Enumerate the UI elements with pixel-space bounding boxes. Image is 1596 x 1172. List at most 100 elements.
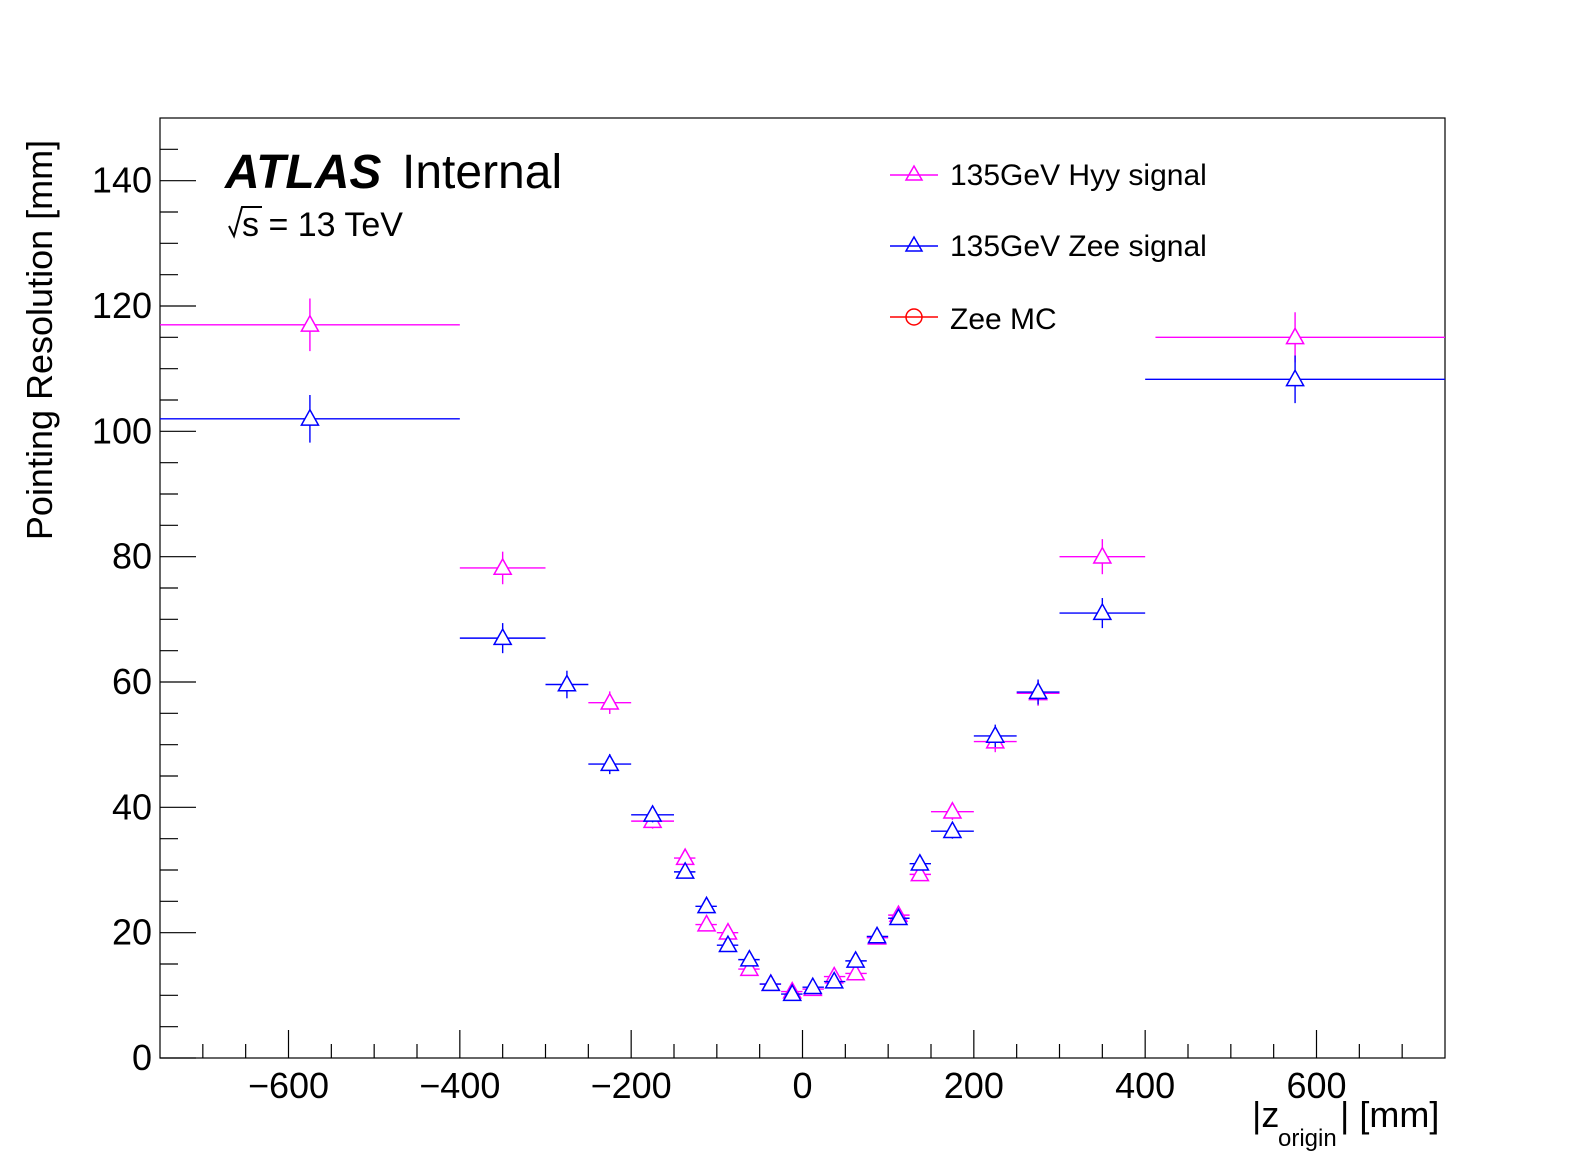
triangle-marker — [867, 925, 887, 944]
data-point — [716, 934, 739, 953]
data-point — [1059, 598, 1146, 629]
data-point — [1059, 539, 1146, 575]
y-tick-label: 140 — [92, 160, 152, 201]
x-tick-label: 200 — [944, 1065, 1004, 1106]
triangle-marker — [1092, 546, 1113, 564]
triangle-marker — [824, 971, 845, 989]
data-point — [631, 804, 674, 823]
x-tick-label: 600 — [1286, 1065, 1346, 1106]
y-tick-labels: 0 20 40 60 80 100 120 140 — [92, 160, 152, 1078]
triangle-marker — [942, 801, 963, 819]
data-point — [588, 753, 632, 775]
triangle-marker — [599, 753, 620, 772]
energy-label: s = 13 TeV — [242, 206, 403, 244]
data-point — [845, 950, 867, 968]
x-axis-title-subscript: origin — [1278, 1125, 1337, 1152]
legend-circle-icon — [905, 308, 923, 326]
legend-label-zee-mc: Zee MC — [950, 303, 1057, 336]
data-point — [1155, 312, 1445, 363]
legend: 135GeV Hyy signal 135GeV Zee signal Zee … — [890, 159, 1207, 336]
triangle-marker — [300, 408, 320, 426]
y-tick-label: 20 — [112, 912, 152, 953]
x-tick-labels: −600 −400 −200 0 200 400 600 — [248, 1065, 1347, 1106]
data-point — [973, 724, 1017, 748]
triangle-marker — [739, 949, 760, 967]
data-point — [160, 394, 460, 443]
triangle-marker — [1285, 368, 1305, 387]
triangle-marker — [942, 820, 963, 839]
y-tick-label: 40 — [112, 786, 152, 827]
data-point — [931, 801, 974, 820]
axis-ticks — [160, 148, 1403, 1059]
y-tick-label: 0 — [132, 1037, 152, 1078]
series-1 — [160, 355, 1445, 1002]
data-point — [674, 861, 696, 879]
legend-triangle-icon — [904, 164, 924, 181]
data-point — [459, 623, 546, 654]
data-point — [909, 853, 931, 871]
legend-triangle-icon — [904, 235, 924, 252]
legend-entry-zee-mc: Zee MC — [890, 303, 1057, 336]
triangle-marker — [642, 804, 663, 822]
y-tick-label: 100 — [92, 410, 152, 451]
data-point — [160, 298, 460, 352]
data-point — [802, 976, 824, 995]
legend-label-hyy: 135GeV Hyy signal — [950, 159, 1207, 192]
triangle-marker — [888, 907, 909, 926]
x-tick-label: −600 — [248, 1065, 329, 1106]
triangle-marker — [599, 692, 620, 710]
legend-label-zee-signal: 135GeV Zee signal — [950, 230, 1207, 263]
data-point — [695, 913, 717, 932]
data-point — [845, 962, 867, 981]
data-point — [781, 983, 803, 1002]
triangle-marker — [492, 557, 513, 575]
data-point — [459, 551, 546, 585]
x-tick-label: 400 — [1115, 1065, 1175, 1106]
data-point — [823, 971, 846, 989]
x-tick-label: −200 — [591, 1065, 672, 1106]
legend-entry-hyy: 135GeV Hyy signal — [890, 159, 1207, 192]
triangle-marker — [782, 983, 803, 1002]
atlas-status-label: Internal — [402, 146, 562, 199]
data-point — [695, 895, 717, 914]
data-point — [931, 820, 974, 839]
legend-entry-zee-signal: 135GeV Zee signal — [890, 230, 1207, 263]
data-point — [1145, 355, 1445, 404]
triangle-marker — [845, 962, 866, 981]
triangle-marker — [910, 863, 930, 882]
triangle-marker — [718, 934, 738, 953]
y-tick-label: 60 — [112, 661, 152, 702]
triangle-marker — [1285, 326, 1305, 345]
triangle-marker — [760, 973, 781, 992]
triangle-marker — [985, 725, 1006, 743]
triangle-marker — [300, 314, 320, 332]
x-tick-label: −400 — [419, 1065, 500, 1106]
data-point — [1016, 679, 1060, 705]
triangle-marker — [910, 853, 930, 871]
triangle-marker — [1028, 681, 1048, 700]
x-tick-label: 0 — [792, 1065, 812, 1106]
x-axis-title-main: |z — [1252, 1094, 1279, 1135]
y-tick-label: 80 — [112, 536, 152, 577]
triangle-marker — [845, 950, 866, 968]
triangle-marker — [696, 913, 717, 932]
y-tick-label: 120 — [92, 285, 152, 326]
triangle-marker — [696, 895, 717, 914]
data-point — [588, 691, 632, 714]
triangle-marker — [1092, 602, 1113, 621]
triangle-marker — [492, 627, 513, 646]
data-point — [888, 907, 910, 926]
data-point — [545, 670, 589, 699]
data-point — [759, 973, 782, 992]
data-point — [738, 949, 760, 967]
triangle-marker — [802, 976, 823, 995]
triangle-marker — [557, 673, 577, 692]
atlas-label: ATLAS — [224, 146, 381, 199]
triangle-marker — [675, 861, 695, 879]
triangle-marker — [739, 958, 760, 977]
sqrt-symbol — [228, 206, 262, 239]
y-axis-title: Pointing Resolution [mm] — [19, 140, 60, 540]
x-axis-title-tail: | [mm] — [1340, 1094, 1439, 1135]
data-point — [866, 925, 889, 944]
